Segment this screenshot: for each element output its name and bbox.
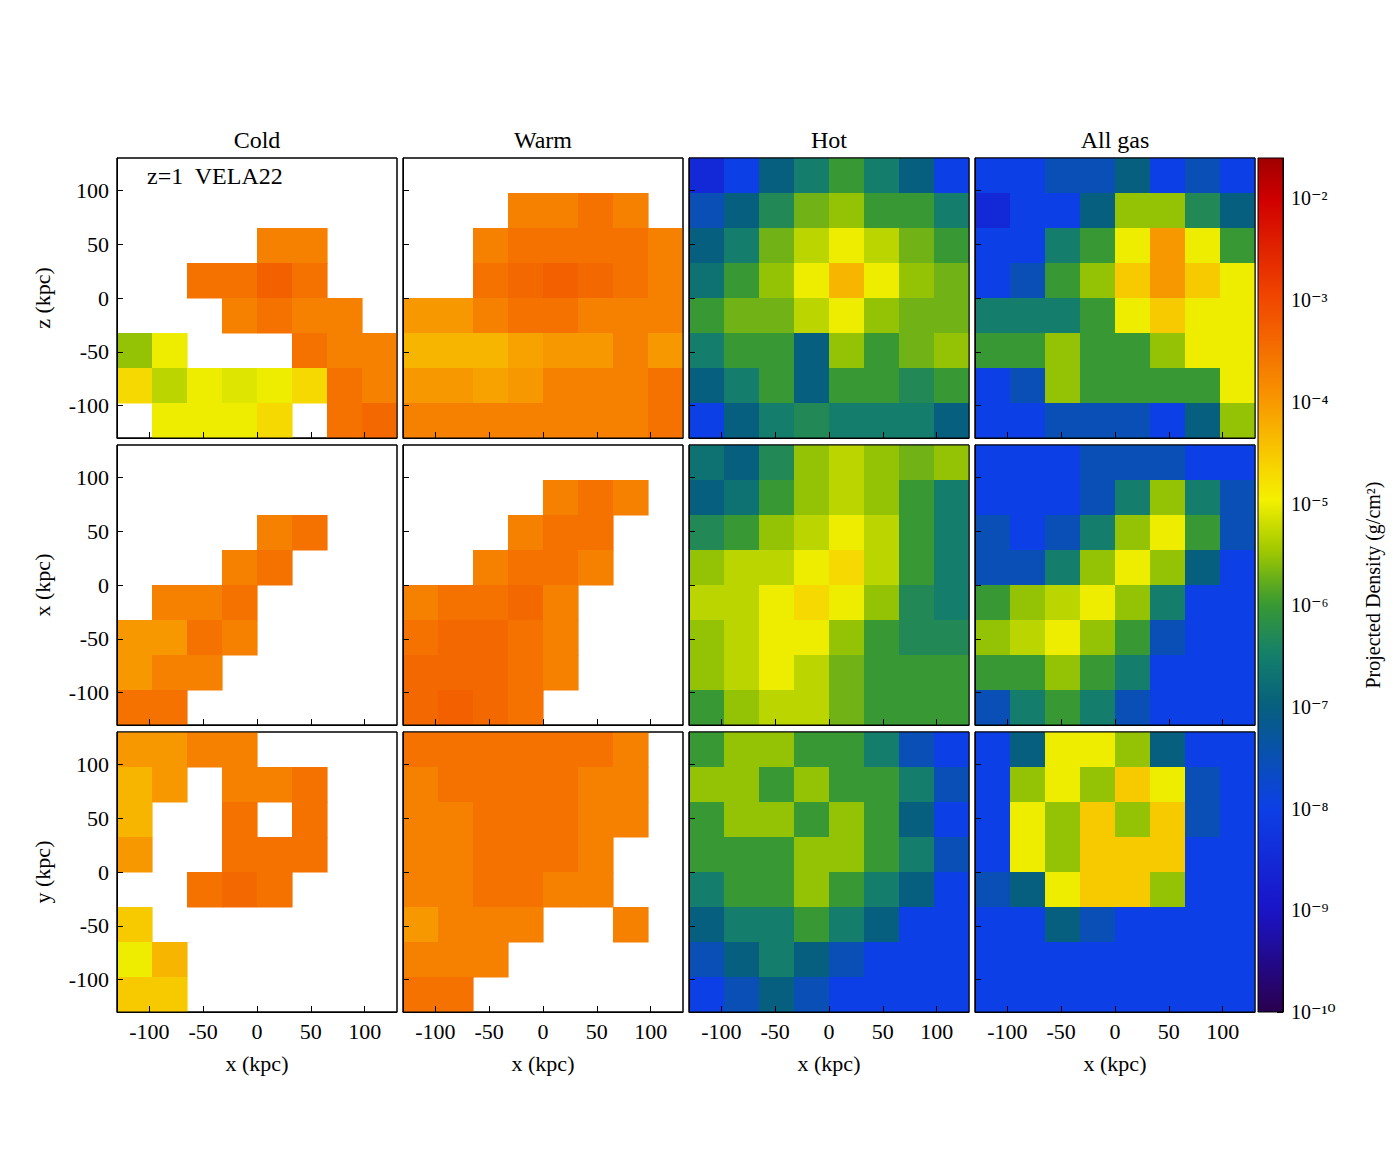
svg-text:100: 100	[76, 178, 109, 203]
svg-text:0: 0	[1110, 1019, 1121, 1044]
svg-text:0: 0	[824, 1019, 835, 1044]
svg-text:x (kpc): x (kpc)	[1084, 1051, 1147, 1076]
svg-text:0: 0	[252, 1019, 263, 1044]
svg-text:0: 0	[98, 286, 109, 311]
svg-text:-100: -100	[69, 393, 109, 418]
svg-text:10⁻⁸: 10⁻⁸	[1291, 798, 1329, 820]
svg-text:z=1 VELA22: z=1 VELA22	[147, 163, 283, 189]
svg-text:50: 50	[87, 806, 109, 831]
svg-text:50: 50	[1158, 1019, 1180, 1044]
svg-text:-50: -50	[760, 1019, 789, 1044]
svg-text:50: 50	[872, 1019, 894, 1044]
svg-text:y (kpc): y (kpc)	[30, 841, 55, 904]
svg-text:-50: -50	[80, 339, 109, 364]
svg-text:All gas: All gas	[1081, 127, 1150, 153]
svg-text:50: 50	[87, 232, 109, 257]
svg-text:-100: -100	[701, 1019, 741, 1044]
svg-text:10⁻⁶: 10⁻⁶	[1291, 594, 1329, 616]
svg-text:Warm: Warm	[514, 127, 572, 153]
svg-text:100: 100	[348, 1019, 381, 1044]
svg-text:0: 0	[98, 860, 109, 885]
svg-text:-50: -50	[1046, 1019, 1075, 1044]
svg-text:-50: -50	[80, 913, 109, 938]
svg-text:x (kpc): x (kpc)	[798, 1051, 861, 1076]
svg-text:100: 100	[76, 465, 109, 490]
svg-text:x (kpc): x (kpc)	[226, 1051, 289, 1076]
svg-text:10⁻²: 10⁻²	[1291, 187, 1328, 209]
svg-text:10⁻⁹: 10⁻⁹	[1291, 899, 1329, 921]
svg-text:-100: -100	[69, 680, 109, 705]
svg-text:100: 100	[76, 752, 109, 777]
svg-text:-100: -100	[415, 1019, 455, 1044]
svg-text:x (kpc): x (kpc)	[512, 1051, 575, 1076]
svg-text:-50: -50	[188, 1019, 217, 1044]
svg-text:0: 0	[538, 1019, 549, 1044]
svg-text:50: 50	[87, 519, 109, 544]
svg-text:10⁻⁵: 10⁻⁵	[1291, 493, 1329, 515]
svg-text:100: 100	[634, 1019, 667, 1044]
svg-text:-50: -50	[80, 626, 109, 651]
svg-text:-50: -50	[474, 1019, 503, 1044]
svg-text:Projected Density (g/cm²): Projected Density (g/cm²)	[1362, 481, 1385, 688]
svg-text:z (kpc): z (kpc)	[30, 267, 55, 329]
svg-text:0: 0	[98, 573, 109, 598]
svg-text:100: 100	[920, 1019, 953, 1044]
svg-text:Cold: Cold	[234, 127, 281, 153]
svg-text:10⁻¹⁰: 10⁻¹⁰	[1291, 1001, 1336, 1023]
svg-text:50: 50	[586, 1019, 608, 1044]
svg-text:-100: -100	[69, 967, 109, 992]
svg-text:50: 50	[300, 1019, 322, 1044]
svg-text:10⁻³: 10⁻³	[1291, 289, 1328, 311]
svg-text:x (kpc): x (kpc)	[30, 554, 55, 617]
svg-text:-100: -100	[129, 1019, 169, 1044]
svg-text:100: 100	[1206, 1019, 1239, 1044]
svg-text:10⁻⁴: 10⁻⁴	[1291, 391, 1329, 413]
svg-text:10⁻⁷: 10⁻⁷	[1291, 696, 1329, 718]
svg-text:-100: -100	[987, 1019, 1027, 1044]
svg-text:Hot: Hot	[811, 127, 847, 153]
